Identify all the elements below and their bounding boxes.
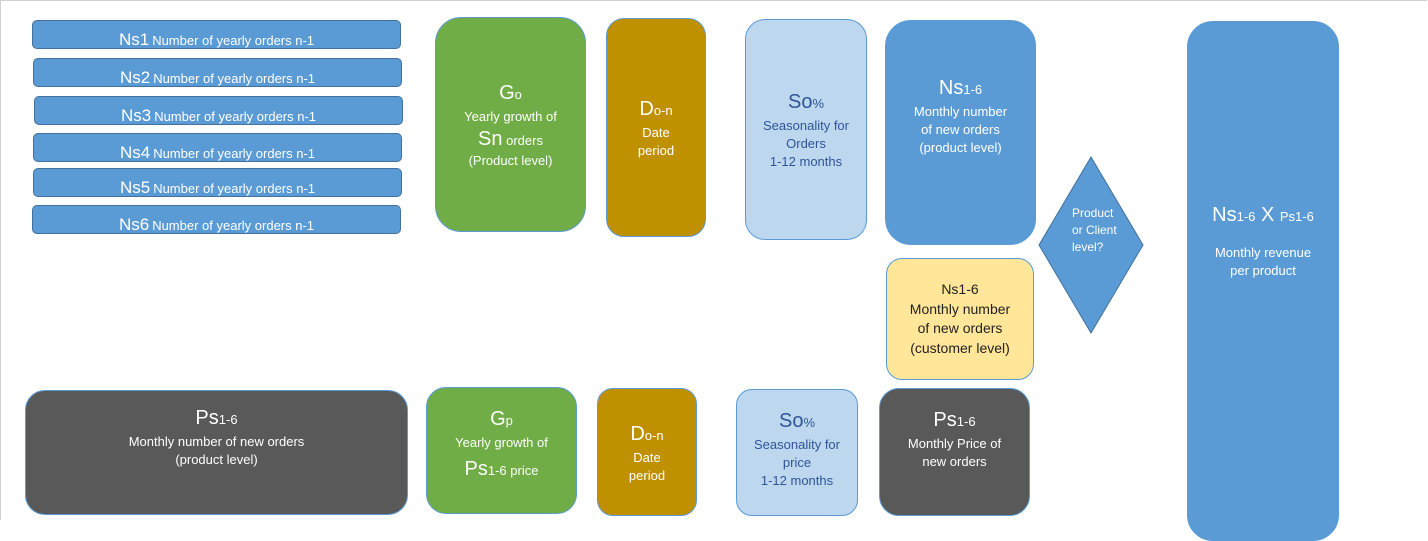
symbol: Ns1-6 [941,281,979,297]
symbol: Ns1-6 X Ps1-6 [1212,204,1314,226]
label: Date [633,450,661,465]
label: of new orders [917,320,1003,336]
symbol: Ns1 [118,30,150,49]
label: of new orders [921,122,1000,137]
canvas-frame [0,0,1427,520]
date-period-price-box: Do-n Date period [597,388,697,516]
monthly-orders-product-box: Ns1-6 Monthly number of new orders (prod… [885,20,1036,245]
monthly-orders-customer-box: Ns1-6 Monthly number of new orders (cust… [886,258,1034,380]
label: Date [642,124,670,140]
label: (customer level) [910,339,1010,356]
symbol: Ps1-6 [195,407,238,429]
decision-label: Product or Client level? [1072,206,1117,254]
label: Monthly Price of [907,436,1002,451]
monthly-price-box: Ps1-6 Monthly Price of new orders [879,388,1030,516]
symbol: Ns2 [119,68,151,87]
label: per product [1230,263,1296,278]
label: new orders [922,454,987,469]
label: Number of yearly orders n-1 [153,71,316,86]
label: Yearly growth of [464,108,557,124]
price-product-box: Ps1-6 Monthly number of new orders (prod… [25,390,408,515]
label: Seasonality for [763,117,849,133]
label: Monthly number [909,300,1011,317]
label: Number of yearly orders n-1 [152,218,315,233]
yearly-orders-ns3: Ns3 Number of yearly orders n-1 [34,96,403,125]
label: Number of yearly orders n-1 [152,33,315,48]
label: (product level) [919,140,1002,155]
symbol: Ns1-6 [938,77,983,99]
yearly-growth-price-box: Gp Yearly growth of Ps1-6 price [426,387,577,514]
date-period-orders-box: Do-n Date period [606,18,706,237]
symbol: Ps1-6 [933,409,976,431]
decision-diamond [1038,156,1144,334]
label: Orders [786,135,826,151]
symbol: So% [778,410,816,432]
yearly-orders-ns2: Ns2 Number of yearly orders n-1 [33,58,402,87]
symbol: Ns4 [119,143,151,162]
label: 1-12 months [760,473,834,488]
monthly-revenue-box: Ns1-6 X Ps1-6 Monthly revenue per produc… [1187,21,1339,541]
yearly-orders-ns1: Ns1 Number of yearly orders n-1 [32,20,401,49]
yearly-orders-ns4: Ns4 Number of yearly orders n-1 [33,133,402,162]
label: Seasonality for [754,437,840,452]
label: Sn orders [478,127,543,150]
seasonality-orders-box: So% Seasonality for Orders 1-12 months [745,19,867,240]
symbol: Do-n [639,97,673,120]
seasonality-price-box: So% Seasonality for price 1-12 months [736,389,858,516]
symbol: Ns5 [119,178,151,197]
label: Monthly revenue [1214,245,1312,260]
symbol: Gp [490,408,513,430]
symbol: Do-n [630,423,664,445]
label: Yearly growth of [455,435,548,450]
label: Monthly number of new orders [128,434,305,449]
label: Number of yearly orders n-1 [153,181,316,196]
label: 1-12 months [769,153,843,169]
yearly-growth-orders-box: Go Yearly growth of Sn orders (Product l… [435,17,586,232]
symbol: So% [787,90,825,113]
label: Ps1-6 price [464,458,539,480]
label: Number of yearly orders n-1 [154,109,317,124]
label: period [628,468,666,483]
label: (Product level) [468,152,553,168]
symbol: Ns6 [118,215,150,234]
label: Number of yearly orders n-1 [153,146,316,161]
yearly-orders-ns5: Ns5 Number of yearly orders n-1 [33,168,402,197]
symbol: Go [499,81,522,104]
label: period [637,142,675,158]
label: (product level) [175,452,258,467]
symbol: Ns3 [120,106,152,125]
yearly-orders-ns6: Ns6 Number of yearly orders n-1 [32,205,401,234]
label: price [782,455,812,470]
label: Monthly number [913,104,1008,119]
